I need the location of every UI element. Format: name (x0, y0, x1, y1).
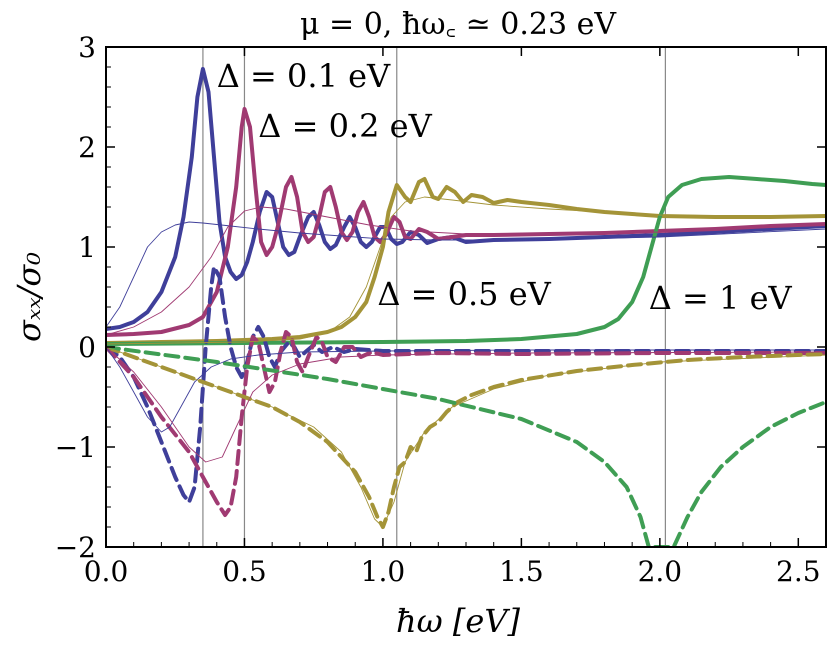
y-axis: −2 −1 0 1 2 3 (55, 31, 826, 564)
x-tick-label-4: 2.0 (638, 555, 683, 588)
series-8-solid-thin (106, 221, 826, 328)
x-tick-label-2: 1.0 (361, 555, 406, 588)
series-9-solid-thin (106, 206, 826, 336)
annotation-2: Δ = 0.5 eV (377, 275, 551, 313)
x-axis: 0.0 0.5 1.0 1.5 2.0 2.5 (84, 47, 821, 588)
series-5-dashed-thick (106, 330, 826, 517)
y-tick-label-0: −2 (55, 531, 96, 564)
annotation-0: Δ = 0.1 eV (217, 57, 391, 95)
y-tick-label-1: −1 (55, 431, 96, 464)
vertical-reference-lines (202, 47, 666, 547)
series-10-solid-thin (106, 196, 826, 345)
chart-title: μ = 0, ħω꜀ ≃ 0.23 eV (300, 7, 617, 42)
x-tick-label-5: 2.5 (776, 555, 821, 588)
y-tick-label-5: 3 (78, 31, 96, 64)
annotation-3: Δ = 1 eV (649, 279, 793, 317)
series-13-solid-thin (106, 346, 826, 528)
annotations: Δ = 0.1 eV Δ = 0.2 eV Δ = 0.5 eV Δ = 1 eV (217, 57, 793, 317)
series-11-solid-thin (106, 346, 826, 433)
y-tick-label-3: 1 (78, 231, 96, 264)
series-12-solid-thin (106, 346, 826, 463)
y-tick-label-4: 2 (78, 131, 96, 164)
series-group (106, 67, 826, 547)
y-tick-label-2: 0 (78, 331, 96, 364)
y-axis-label: σₓₓ/σ₀ (10, 252, 48, 342)
series-1-solid-thick (106, 107, 826, 337)
x-tick-label-0: 0.0 (84, 555, 129, 588)
x-axis-label: ħω [eV] (396, 602, 520, 640)
x-tick-label-1: 0.5 (222, 555, 267, 588)
series-3-solid-thick (106, 175, 826, 346)
x-tick-label-3: 1.5 (499, 555, 544, 588)
series-7-dashed-thick (106, 345, 826, 547)
annotation-1: Δ = 0.2 eV (258, 107, 432, 145)
series-2-solid-thick (106, 177, 826, 345)
